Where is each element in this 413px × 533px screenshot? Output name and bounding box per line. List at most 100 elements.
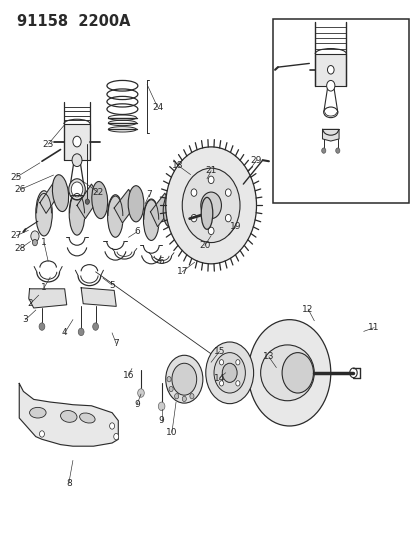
Text: 6: 6 [158, 257, 164, 265]
Text: 9: 9 [134, 400, 140, 409]
Circle shape [31, 231, 39, 241]
Circle shape [93, 323, 98, 330]
Circle shape [32, 239, 37, 246]
Text: 28: 28 [15, 244, 26, 253]
Text: 11: 11 [368, 323, 379, 332]
Circle shape [205, 342, 253, 403]
Circle shape [200, 192, 221, 219]
Circle shape [165, 356, 202, 403]
Circle shape [219, 381, 223, 386]
Text: 26: 26 [15, 185, 26, 194]
Circle shape [335, 148, 339, 154]
Polygon shape [322, 130, 338, 141]
Circle shape [138, 389, 144, 397]
Circle shape [182, 396, 186, 401]
Text: 18: 18 [172, 161, 183, 170]
Text: 25: 25 [11, 173, 22, 182]
Circle shape [158, 402, 164, 410]
Text: 1: 1 [41, 283, 47, 292]
Text: 24: 24 [152, 102, 163, 111]
Ellipse shape [201, 197, 212, 229]
Text: 91158  2200A: 91158 2200A [17, 14, 131, 29]
Circle shape [73, 136, 81, 147]
Text: 19: 19 [230, 222, 241, 231]
Circle shape [191, 214, 197, 222]
Circle shape [326, 80, 334, 91]
Circle shape [327, 66, 333, 74]
Circle shape [219, 360, 223, 365]
Text: 13: 13 [263, 352, 274, 361]
Text: 21: 21 [205, 166, 216, 175]
Ellipse shape [180, 195, 199, 243]
Ellipse shape [163, 191, 178, 227]
Text: 15: 15 [213, 347, 225, 356]
Ellipse shape [60, 410, 77, 422]
Circle shape [208, 176, 214, 183]
Circle shape [281, 353, 313, 393]
Circle shape [190, 393, 194, 399]
Circle shape [235, 381, 240, 386]
Text: 8: 8 [66, 479, 71, 488]
Text: 20: 20 [199, 241, 210, 250]
Ellipse shape [260, 345, 313, 401]
Ellipse shape [36, 191, 52, 236]
Polygon shape [19, 383, 118, 446]
Circle shape [69, 179, 85, 200]
Ellipse shape [29, 407, 46, 418]
Ellipse shape [92, 182, 107, 219]
Polygon shape [81, 288, 116, 306]
Polygon shape [28, 289, 66, 308]
Circle shape [191, 189, 197, 196]
Circle shape [39, 323, 45, 330]
Circle shape [208, 227, 214, 235]
Text: 16: 16 [123, 371, 134, 380]
Circle shape [114, 433, 119, 440]
Text: 17: 17 [176, 268, 188, 276]
Circle shape [39, 431, 44, 437]
Circle shape [166, 376, 171, 382]
Text: 2: 2 [28, 299, 33, 308]
Text: 7: 7 [113, 339, 119, 348]
Text: 10: 10 [166, 428, 177, 437]
Circle shape [248, 320, 330, 426]
Polygon shape [150, 193, 171, 227]
Text: 27: 27 [11, 231, 22, 240]
Ellipse shape [79, 413, 95, 423]
Circle shape [182, 168, 240, 243]
Text: 1: 1 [41, 238, 47, 247]
Circle shape [235, 360, 240, 365]
Text: 12: 12 [301, 304, 313, 313]
Text: 23: 23 [43, 140, 54, 149]
Circle shape [321, 148, 325, 154]
Circle shape [222, 364, 237, 382]
Text: 22: 22 [92, 188, 103, 197]
Circle shape [85, 199, 89, 204]
Text: 14: 14 [213, 374, 225, 383]
Bar [64, 124, 90, 160]
Circle shape [174, 393, 178, 399]
Circle shape [165, 147, 256, 264]
Ellipse shape [107, 195, 123, 237]
Bar [314, 54, 346, 86]
Polygon shape [77, 184, 100, 219]
Ellipse shape [143, 199, 159, 240]
Text: 4: 4 [62, 328, 67, 337]
Ellipse shape [52, 175, 69, 212]
Circle shape [169, 386, 173, 392]
Text: 7: 7 [146, 190, 152, 199]
Circle shape [109, 423, 114, 429]
Bar [272, 19, 408, 203]
Ellipse shape [69, 191, 85, 235]
Circle shape [171, 364, 196, 395]
Circle shape [225, 214, 230, 222]
Text: 6: 6 [134, 228, 140, 237]
Circle shape [71, 182, 83, 197]
Ellipse shape [128, 185, 144, 222]
Text: 29: 29 [250, 156, 261, 165]
Circle shape [78, 328, 84, 336]
Circle shape [225, 189, 230, 196]
Text: 9: 9 [158, 416, 164, 425]
Circle shape [214, 353, 245, 393]
Polygon shape [114, 189, 137, 223]
Text: 3: 3 [23, 315, 28, 324]
